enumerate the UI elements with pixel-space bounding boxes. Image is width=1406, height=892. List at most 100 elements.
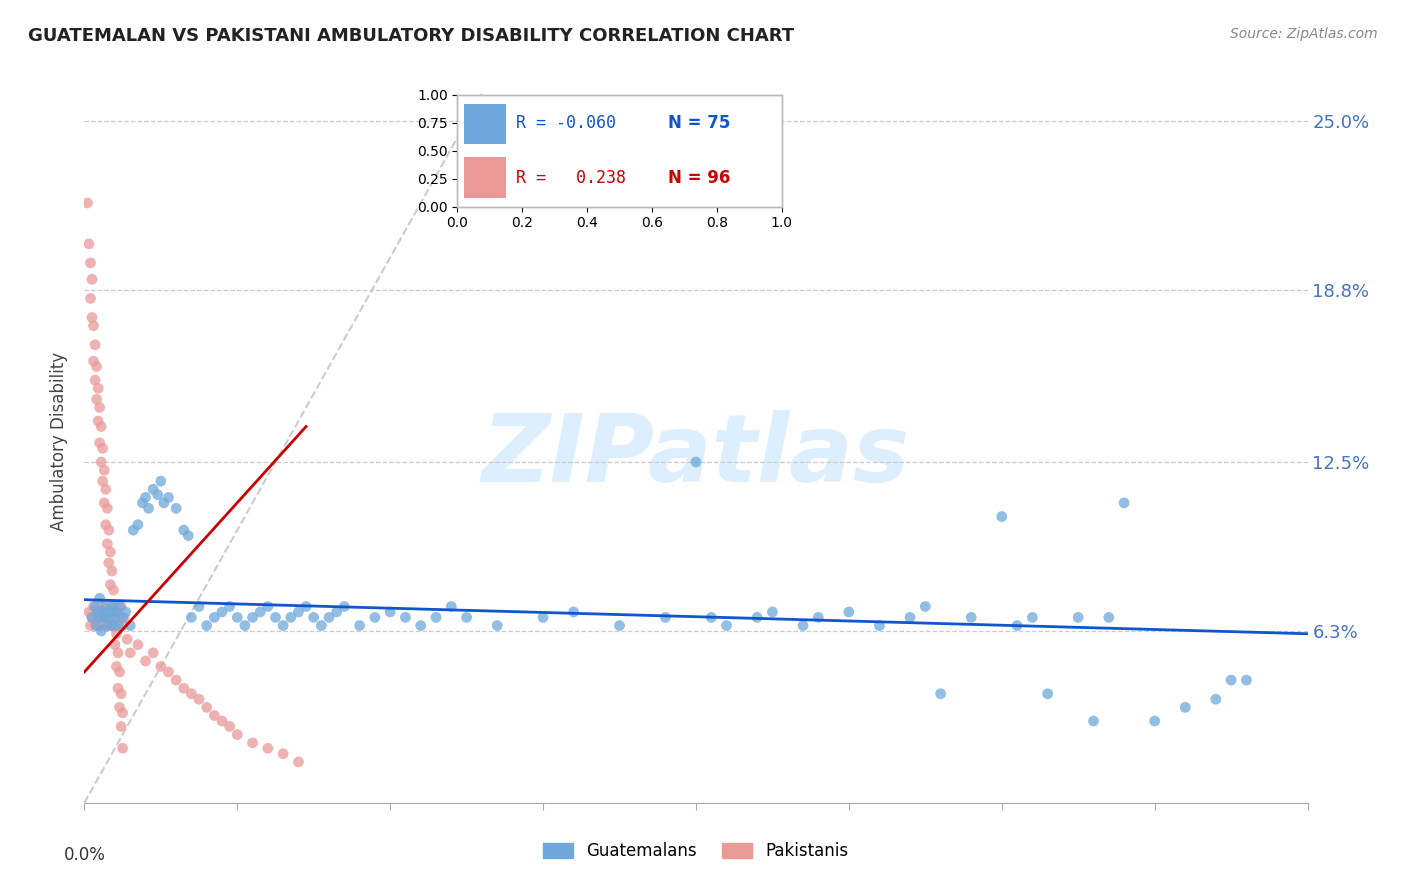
Text: ZIPatlas: ZIPatlas	[482, 410, 910, 502]
Point	[311, 618, 333, 632]
Point	[89, 436, 111, 450]
Text: 0.0%: 0.0%	[63, 847, 105, 864]
Point	[271, 747, 294, 761]
Point	[93, 618, 115, 632]
Point	[90, 419, 112, 434]
Point	[94, 610, 117, 624]
Point	[394, 610, 416, 624]
Point	[120, 646, 142, 660]
Point	[131, 496, 153, 510]
Point	[97, 556, 120, 570]
Point	[108, 665, 131, 679]
Point	[86, 392, 108, 407]
Point	[409, 618, 432, 632]
Point	[110, 719, 132, 733]
Point	[149, 659, 172, 673]
Point	[173, 681, 195, 696]
Point	[1067, 610, 1090, 624]
Point	[80, 310, 103, 325]
Point	[97, 618, 120, 632]
Point	[94, 599, 117, 614]
Point	[562, 605, 585, 619]
Point	[914, 599, 936, 614]
Point	[380, 605, 402, 619]
Point	[318, 610, 340, 624]
Point	[188, 692, 211, 706]
Point	[929, 687, 952, 701]
Point	[122, 523, 145, 537]
Point	[103, 599, 125, 614]
Point	[838, 605, 860, 619]
Point	[135, 491, 157, 505]
Point	[242, 610, 264, 624]
Point	[108, 599, 131, 614]
Point	[89, 401, 111, 415]
Point	[84, 599, 107, 614]
Point	[104, 610, 127, 624]
Point	[80, 610, 103, 624]
Point	[111, 618, 134, 632]
Point	[110, 599, 132, 614]
Point	[165, 501, 187, 516]
Point	[609, 618, 631, 632]
Point	[91, 474, 114, 488]
Point	[103, 618, 125, 632]
Point	[1005, 618, 1028, 632]
Point	[195, 700, 218, 714]
Point	[103, 583, 125, 598]
Point	[104, 638, 127, 652]
Point	[249, 605, 271, 619]
Point	[792, 618, 814, 632]
Point	[96, 501, 118, 516]
Point	[98, 605, 121, 619]
Point	[271, 618, 294, 632]
Point	[98, 577, 121, 591]
Point	[257, 599, 280, 614]
Y-axis label: Ambulatory Disability: Ambulatory Disability	[51, 352, 69, 531]
Point	[90, 610, 112, 624]
Point	[101, 564, 124, 578]
Point	[97, 523, 120, 537]
Point	[91, 442, 114, 456]
Point	[87, 605, 110, 619]
Point	[257, 741, 280, 756]
Point	[486, 618, 509, 632]
Point	[226, 610, 249, 624]
Point	[77, 236, 100, 251]
Point	[104, 610, 127, 624]
Point	[89, 618, 111, 632]
Point	[83, 318, 105, 333]
Point	[157, 491, 180, 505]
Point	[654, 610, 676, 624]
Point	[90, 455, 112, 469]
Point	[456, 610, 478, 624]
Point	[105, 659, 128, 673]
Point	[440, 599, 463, 614]
Point	[135, 654, 157, 668]
Point	[991, 509, 1014, 524]
Point	[80, 610, 103, 624]
Point	[287, 605, 309, 619]
Legend: Guatemalans, Pakistanis: Guatemalans, Pakistanis	[537, 836, 855, 867]
Point	[716, 618, 738, 632]
Point	[89, 610, 111, 624]
Point	[211, 714, 233, 728]
Point	[84, 618, 107, 632]
Point	[146, 488, 169, 502]
Point	[87, 381, 110, 395]
Point	[1205, 692, 1227, 706]
Point	[165, 673, 187, 687]
Point	[138, 501, 160, 516]
Point	[120, 618, 142, 632]
Point	[149, 474, 172, 488]
Point	[96, 618, 118, 632]
Point	[180, 687, 202, 701]
Point	[202, 708, 225, 723]
Point	[1021, 610, 1043, 624]
Point	[142, 646, 165, 660]
Point	[86, 359, 108, 374]
Point	[114, 605, 136, 619]
Point	[87, 605, 110, 619]
Point	[101, 599, 124, 614]
Point	[91, 599, 114, 614]
